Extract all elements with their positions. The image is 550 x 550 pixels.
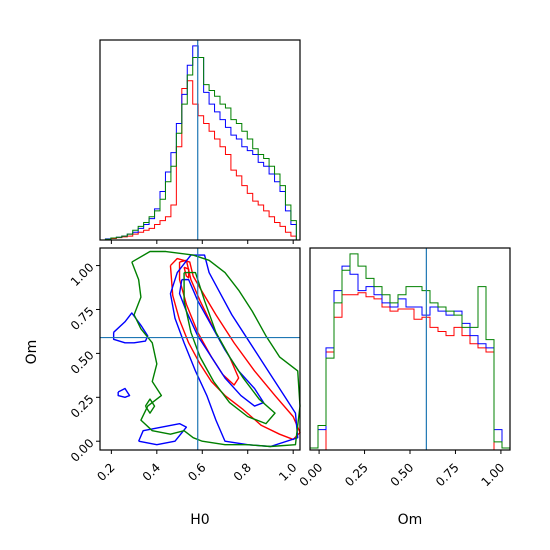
hist-Om-step-red <box>310 292 510 451</box>
contour-xtick-label-3: 0.8 <box>231 460 254 483</box>
hist-Om-step-green <box>309 253 511 450</box>
contour-frame <box>99 247 301 451</box>
contour-ytick-label-3: 0.75 <box>68 304 97 333</box>
contour-xtick-label-2: 0.6 <box>185 460 208 483</box>
hist-Om-plot-area <box>309 248 511 451</box>
hist-H0-panel <box>99 39 301 241</box>
y-axis-label-Om: Om <box>24 340 40 365</box>
contour-ytick-label-4: 1.00 <box>68 260 97 289</box>
contour-blue-1 <box>117 387 131 398</box>
hist-Om-frame <box>309 247 511 451</box>
contour-xtick-label-1: 0.4 <box>140 460 163 483</box>
contour-blue-4 <box>137 422 188 446</box>
hist-Om-xtick-label-1: 0.25 <box>342 460 371 489</box>
contour-red-1 <box>178 259 240 386</box>
contour-plot-area <box>100 248 301 450</box>
contour-ytick-label-1: 0.25 <box>68 392 97 421</box>
contour-xtick-label-0: 0.2 <box>94 460 117 483</box>
hist-H0-step-green <box>100 56 297 241</box>
contour-H0-Om-panel <box>99 247 301 451</box>
contour-blue-2 <box>169 254 299 448</box>
contour-blue-3 <box>178 278 265 407</box>
contour-blue-0 <box>112 312 149 344</box>
hist-Om-xtick-label-3: 0.75 <box>433 460 462 489</box>
hist-H0-frame <box>99 39 301 241</box>
contour-green-1 <box>183 271 276 425</box>
ticks-layer: 0.2 0.4 0.6 0.8 1.00.000.250.500.751.000.00 0… <box>68 240 507 489</box>
hist-Om-xtick-label-4: 1.00 <box>478 460 507 489</box>
contour-green-0 <box>131 250 301 448</box>
x-axis-label-H0: H0 <box>190 512 209 528</box>
hist-Om-xtick-label-2: 0.50 <box>388 460 417 489</box>
hist-Om-step-blue <box>309 265 511 450</box>
x-axis-label-Om: Om <box>398 512 423 528</box>
contour-xtick-label-4: 1.0 <box>276 460 299 483</box>
contour-green-2 <box>144 398 156 414</box>
contour-ytick-label-0: 0.00 <box>68 436 97 465</box>
hist-Om-xtick-label-0: 0.00 <box>297 460 326 489</box>
contour-ytick-label-2: 0.50 <box>68 348 97 377</box>
hist-H0-plot-area <box>100 40 297 241</box>
hist-Om-panel <box>309 247 511 451</box>
